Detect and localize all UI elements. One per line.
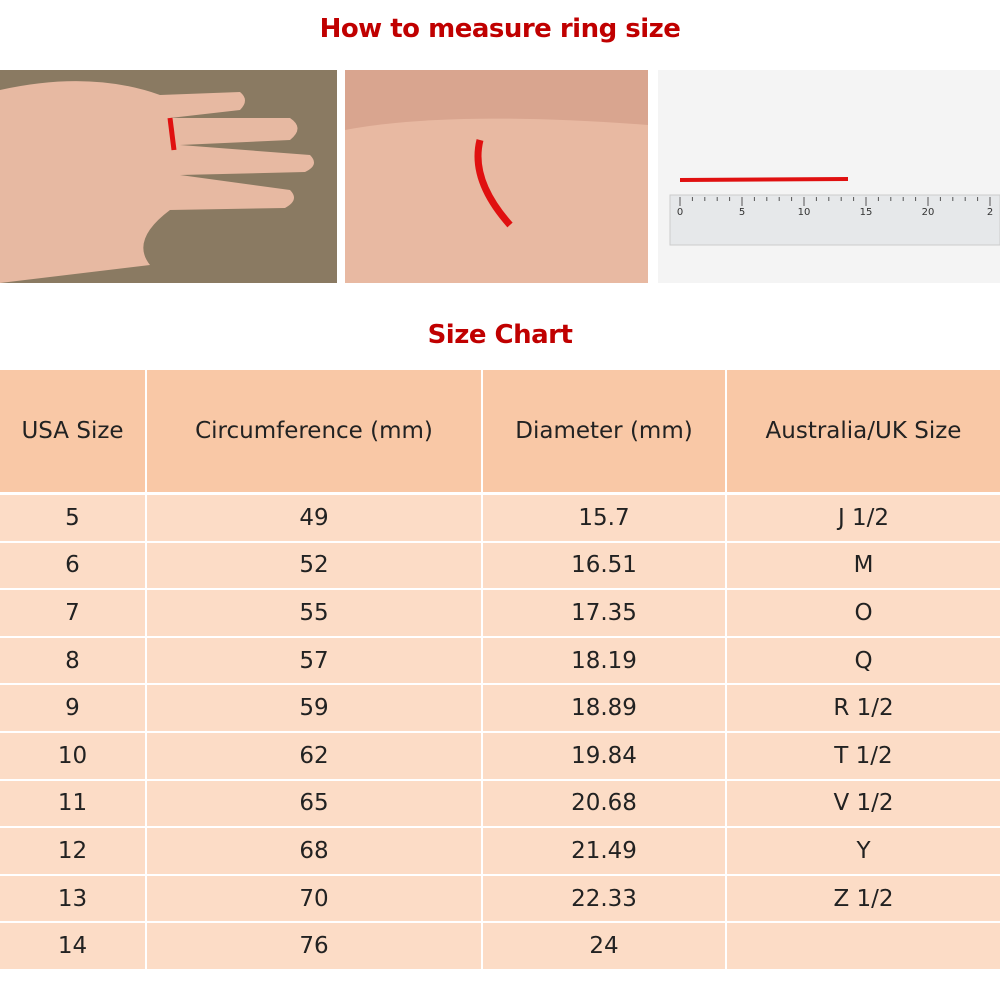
table-cell: 62 [147,733,481,779]
section-title: Size Chart [427,320,573,350]
ruler-label: 20 [922,207,935,218]
ruler-label: 15 [860,207,873,218]
table-cell: 55 [147,590,481,636]
table-cell: 49 [147,495,481,541]
table-cell: V 1/2 [727,780,1000,827]
table-cell: 57 [147,637,481,684]
table-cell: 70 [147,875,481,922]
table-cell: 14 [0,923,145,969]
ruler [669,194,1000,246]
table-cell: 6 [0,542,145,589]
table-cell: 15.7 [483,495,725,541]
table-cell: Q [727,637,1000,684]
column-header: USA Size [0,370,145,492]
table-cell: 18.89 [483,685,725,731]
page-title: How to measure ring size [319,14,681,44]
table-cell: 20.68 [483,780,725,827]
table-cell: 17.35 [483,590,725,636]
hand [0,81,314,283]
table-cell: 68 [147,828,481,874]
string [474,139,513,228]
table-cell: Y [727,828,1000,874]
photo-3 [658,70,1000,283]
table-cell: 5 [0,495,145,541]
ruler-label: 2 [987,207,993,218]
string [167,117,177,151]
table-cell: M [727,542,1000,589]
ruler-label: 0 [677,207,683,218]
ruler-label: 10 [798,207,811,218]
table-cell: 19.84 [483,733,725,779]
table-cell: Z 1/2 [727,875,1000,922]
string [679,177,849,182]
table-cell: 18.19 [483,637,725,684]
table-cell: T 1/2 [727,733,1000,779]
finger [345,118,648,283]
table-cell: 24 [483,923,725,969]
table-cell: 76 [147,923,481,969]
table-cell: 7 [0,590,145,636]
table-cell: 59 [147,685,481,731]
column-header: Circumference (mm) [147,370,481,492]
table-cell: 22.33 [483,875,725,922]
table-cell: 21.49 [483,828,725,874]
table-cell: 65 [147,780,481,827]
ruler-label: 5 [739,207,745,218]
table-cell: 52 [147,542,481,589]
table-cell: R 1/2 [727,685,1000,731]
table-cell: 11 [0,780,145,827]
table-cell [727,923,1000,969]
table-cell: J 1/2 [727,495,1000,541]
column-header: Diameter (mm) [483,370,725,492]
column-header: Australia/UK Size [727,370,1000,492]
table-cell: 8 [0,637,145,684]
photos: 0 5 10 15 20 2 [0,70,1000,283]
table-cell: 16.51 [483,542,725,589]
table-cell: 12 [0,828,145,874]
table-cell: O [727,590,1000,636]
table-cell: 10 [0,733,145,779]
table-cell: 13 [0,875,145,922]
table-cell: 9 [0,685,145,731]
